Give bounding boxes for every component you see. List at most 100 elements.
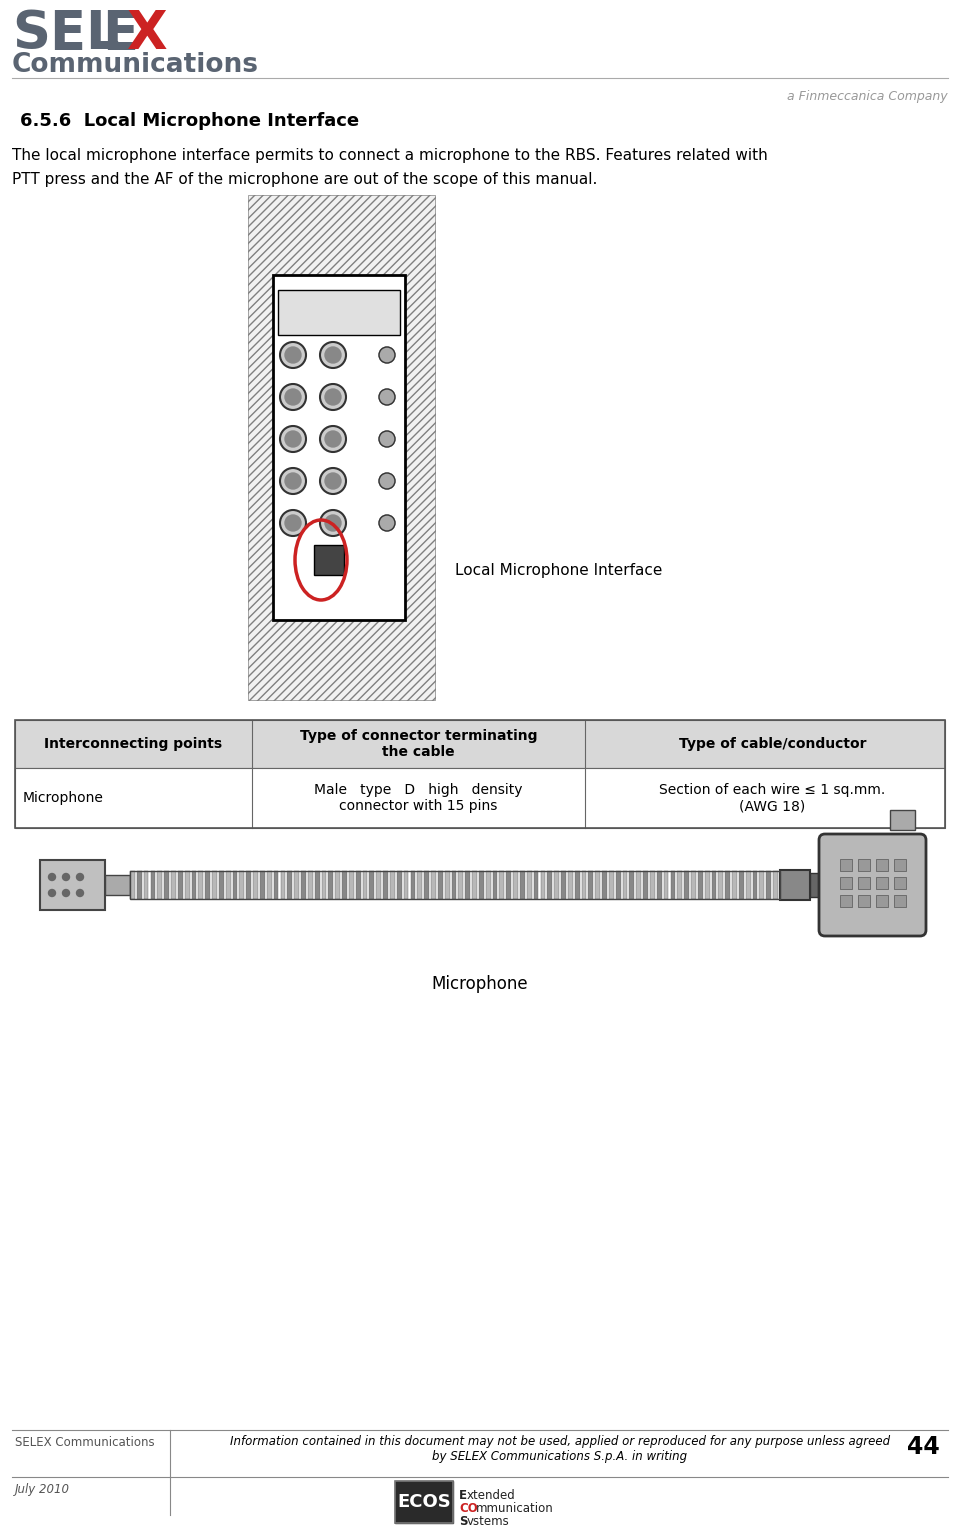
Text: The local microphone interface permits to connect a microphone to the RBS. Featu: The local microphone interface permits t… [12, 148, 768, 163]
Circle shape [320, 468, 346, 494]
Bar [657, 871, 661, 900]
Bar [840, 895, 852, 907]
Bar [205, 871, 210, 900]
Circle shape [280, 468, 306, 494]
Circle shape [320, 342, 346, 368]
Text: SEL: SEL [12, 8, 120, 59]
Text: Interconnecting points: Interconnecting points [44, 737, 223, 750]
Bar [506, 871, 511, 900]
Bar [840, 859, 852, 871]
Bar [395, 1481, 453, 1523]
Circle shape [325, 432, 341, 447]
Circle shape [77, 874, 84, 880]
Bar [199, 871, 204, 900]
Circle shape [49, 874, 56, 880]
Bar [247, 871, 252, 900]
Bar [739, 871, 744, 900]
Text: Section of each wire ≤ 1 sq.mm.
(AWG 18): Section of each wire ≤ 1 sq.mm. (AWG 18) [660, 782, 886, 813]
Bar [342, 871, 347, 900]
Bar [894, 895, 906, 907]
Text: SELEX Communications: SELEX Communications [15, 1437, 155, 1449]
Text: Microphone: Microphone [432, 974, 528, 993]
Bar [520, 871, 525, 900]
Circle shape [285, 389, 301, 406]
Bar [144, 871, 149, 900]
Bar [444, 871, 449, 900]
Bar [540, 871, 545, 900]
Bar [239, 871, 244, 900]
Bar [348, 871, 353, 900]
Bar [328, 871, 333, 900]
Circle shape [280, 425, 306, 451]
Text: E: E [102, 8, 138, 59]
Bar [451, 871, 456, 900]
Bar [15, 720, 945, 828]
Circle shape [280, 384, 306, 410]
Text: S: S [459, 1514, 468, 1525]
Bar [370, 871, 374, 900]
Bar [588, 871, 593, 900]
Bar [876, 877, 888, 889]
Bar [466, 871, 470, 900]
Bar [383, 871, 388, 900]
Bar [376, 871, 381, 900]
Bar [105, 875, 130, 895]
Circle shape [379, 348, 395, 363]
Bar [615, 871, 620, 900]
Bar [157, 871, 162, 900]
Bar [395, 1481, 453, 1523]
Text: 44: 44 [907, 1435, 940, 1459]
Bar [890, 810, 915, 830]
Bar [725, 871, 730, 900]
Circle shape [379, 515, 395, 531]
Bar [171, 871, 176, 900]
Bar [287, 871, 292, 900]
Text: mmunication: mmunication [476, 1502, 554, 1514]
Bar [356, 871, 361, 900]
Bar [858, 877, 870, 889]
Circle shape [49, 889, 56, 897]
Bar [746, 871, 751, 900]
Bar [314, 544, 344, 575]
Bar [858, 895, 870, 907]
Bar [630, 871, 635, 900]
Bar [226, 871, 230, 900]
Bar [759, 871, 764, 900]
Bar [459, 871, 464, 900]
Bar [479, 871, 484, 900]
Bar [534, 871, 539, 900]
Text: Type of connector terminating
the cable: Type of connector terminating the cable [300, 729, 538, 759]
Bar [623, 871, 628, 900]
Bar [248, 195, 435, 700]
Circle shape [77, 889, 84, 897]
Circle shape [325, 348, 341, 363]
Bar [780, 869, 810, 900]
Text: Microphone: Microphone [23, 791, 104, 805]
Bar [773, 871, 778, 900]
Bar [404, 871, 408, 900]
Bar [582, 871, 587, 900]
Bar [561, 871, 565, 900]
Text: July 2010: July 2010 [15, 1482, 70, 1496]
Bar [411, 871, 416, 900]
Bar [595, 871, 600, 900]
Text: Information contained in this document may not be used, applied or reproduced fo: Information contained in this document m… [230, 1435, 890, 1462]
Text: xtended: xtended [467, 1488, 516, 1502]
FancyBboxPatch shape [819, 834, 926, 936]
Bar [438, 871, 443, 900]
Bar [858, 859, 870, 871]
Bar [840, 877, 852, 889]
Bar [315, 871, 320, 900]
Bar [273, 274, 405, 621]
Circle shape [325, 515, 341, 531]
Bar [876, 859, 888, 871]
Circle shape [379, 389, 395, 406]
Bar [711, 871, 716, 900]
Text: ECOS: ECOS [397, 1493, 451, 1511]
Circle shape [320, 509, 346, 535]
Bar [486, 871, 491, 900]
Bar [137, 871, 142, 900]
Bar [130, 871, 134, 900]
Bar [184, 871, 189, 900]
Bar [260, 871, 265, 900]
